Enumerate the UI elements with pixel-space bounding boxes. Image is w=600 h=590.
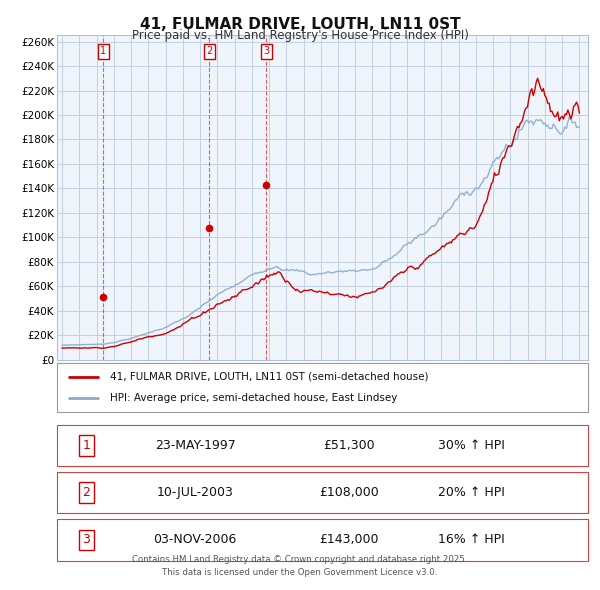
FancyBboxPatch shape bbox=[57, 519, 588, 560]
Text: £143,000: £143,000 bbox=[319, 533, 379, 546]
Text: 23-MAY-1997: 23-MAY-1997 bbox=[155, 439, 235, 452]
FancyBboxPatch shape bbox=[57, 472, 588, 513]
Text: £108,000: £108,000 bbox=[319, 486, 379, 499]
Text: 3: 3 bbox=[82, 533, 90, 546]
Text: 03-NOV-2006: 03-NOV-2006 bbox=[154, 533, 237, 546]
Text: 41, FULMAR DRIVE, LOUTH, LN11 0ST (semi-detached house): 41, FULMAR DRIVE, LOUTH, LN11 0ST (semi-… bbox=[110, 372, 428, 382]
Text: £51,300: £51,300 bbox=[323, 439, 375, 452]
Text: 16% ↑ HPI: 16% ↑ HPI bbox=[438, 533, 505, 546]
Text: 1: 1 bbox=[82, 439, 90, 452]
Text: 10-JUL-2003: 10-JUL-2003 bbox=[157, 486, 233, 499]
Text: 2: 2 bbox=[82, 486, 90, 499]
Text: Price paid vs. HM Land Registry's House Price Index (HPI): Price paid vs. HM Land Registry's House … bbox=[131, 29, 469, 42]
FancyBboxPatch shape bbox=[57, 425, 588, 466]
Text: HPI: Average price, semi-detached house, East Lindsey: HPI: Average price, semi-detached house,… bbox=[110, 394, 397, 404]
Text: 30% ↑ HPI: 30% ↑ HPI bbox=[438, 439, 505, 452]
Text: 2: 2 bbox=[206, 47, 212, 56]
Text: 3: 3 bbox=[263, 47, 269, 56]
Text: 41, FULMAR DRIVE, LOUTH, LN11 0ST: 41, FULMAR DRIVE, LOUTH, LN11 0ST bbox=[140, 17, 460, 31]
FancyBboxPatch shape bbox=[57, 363, 588, 412]
Text: 20% ↑ HPI: 20% ↑ HPI bbox=[438, 486, 505, 499]
Text: Contains HM Land Registry data © Crown copyright and database right 2025.
This d: Contains HM Land Registry data © Crown c… bbox=[132, 555, 468, 577]
Text: 1: 1 bbox=[100, 47, 106, 56]
